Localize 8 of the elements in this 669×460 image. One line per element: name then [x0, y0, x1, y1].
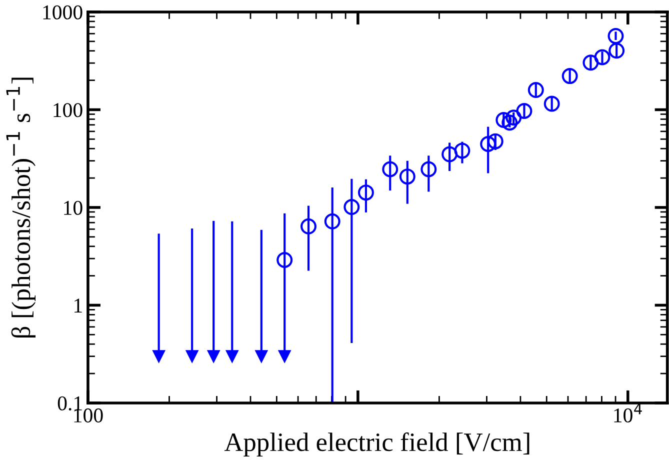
y-tick-label: 1 — [74, 298, 82, 312]
y-tick-label: 1000 — [43, 5, 82, 20]
y-tick-label: 0.1 — [58, 396, 82, 410]
y-tick-label: 100 — [54, 103, 82, 118]
x-tick-label: 10$^{4}$ — [614, 404, 642, 422]
y-axis-title: β [(photons/shot)$^{−1}$ s$^{−1}$] — [6, 78, 36, 338]
y-tick-label: 10 — [64, 200, 82, 215]
x-axis-title: Applied electric field [V/cm] — [224, 432, 530, 457]
